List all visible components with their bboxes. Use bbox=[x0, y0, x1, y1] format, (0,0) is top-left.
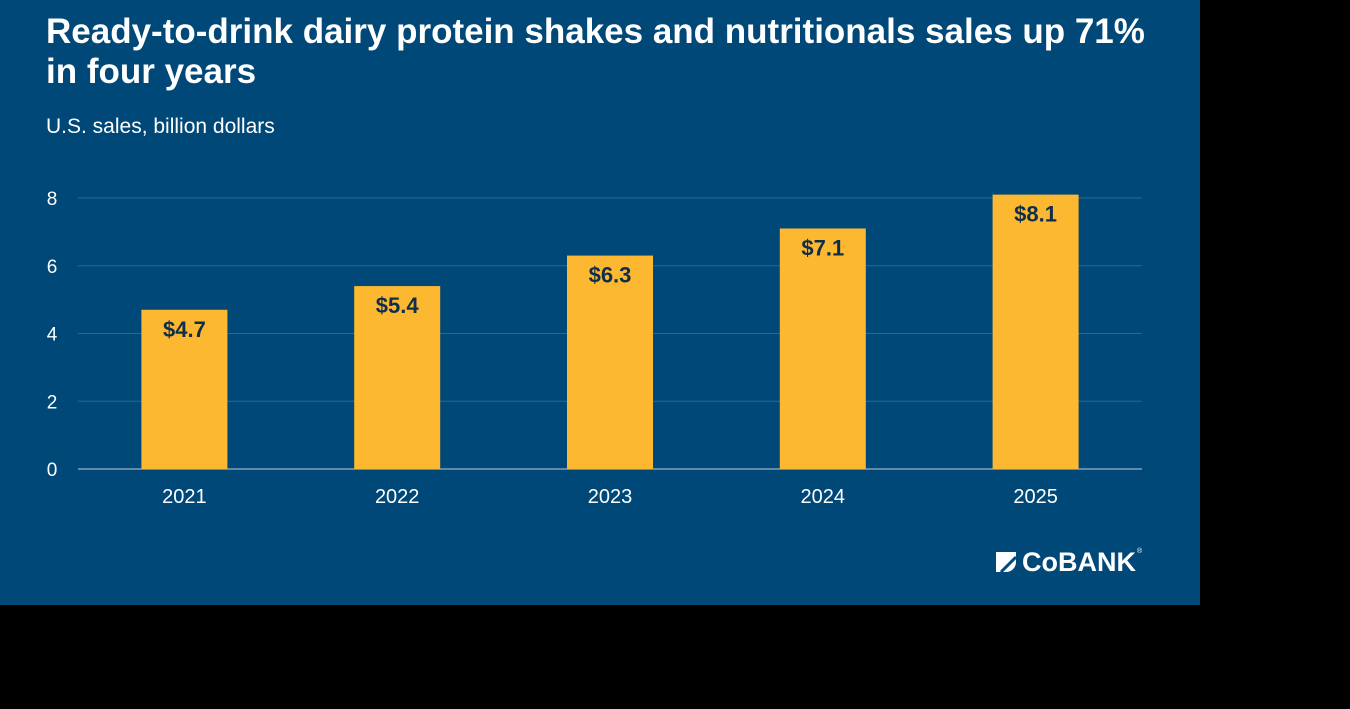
x-tick-label-2023: 2023 bbox=[588, 486, 633, 508]
data-label-2022: $5.4 bbox=[376, 293, 420, 318]
y-tick-label: 6 bbox=[47, 257, 58, 278]
data-label-2023: $6.3 bbox=[589, 263, 632, 288]
bar-2023 bbox=[567, 255, 653, 469]
chart-panel: Ready-to-drink dairy protein shakes and … bbox=[0, 0, 1200, 605]
chart-title: Ready-to-drink dairy protein shakes and … bbox=[46, 12, 1145, 91]
bar-2024 bbox=[779, 228, 866, 469]
cobank-logo: CoBANK ® bbox=[994, 546, 1143, 577]
data-label-2025: $8.1 bbox=[1014, 202, 1057, 227]
y-tick-label: 4 bbox=[47, 325, 58, 346]
bar-2021 bbox=[141, 309, 228, 469]
data-label-2024: $7.1 bbox=[801, 235, 844, 260]
x-tick-label-2024: 2024 bbox=[801, 486, 846, 508]
registered-mark: ® bbox=[1137, 548, 1143, 555]
chart-subtitle: U.S. sales, billion dollars bbox=[46, 115, 275, 138]
y-tick-label: 8 bbox=[47, 189, 58, 210]
cobank-logo-icon bbox=[996, 552, 1018, 574]
logo-wordmark: CoBANK bbox=[1022, 546, 1136, 577]
x-axis-ticks: 2021 2022 2023 2024 2025 bbox=[162, 486, 1058, 508]
y-tick-label: 0 bbox=[47, 460, 58, 481]
x-tick-label-2022: 2022 bbox=[375, 486, 420, 508]
bar-2022 bbox=[354, 286, 441, 469]
bars: $4.7 $5.4 $6.3 $7.1 $8.1 bbox=[141, 194, 1079, 470]
x-tick-label-2021: 2021 bbox=[162, 486, 207, 508]
y-axis-ticks: 0 2 4 6 8 bbox=[47, 189, 58, 481]
x-tick-label-2025: 2025 bbox=[1013, 486, 1058, 508]
y-tick-label: 2 bbox=[47, 392, 58, 413]
data-label-2021: $4.7 bbox=[163, 317, 206, 342]
bar-2025 bbox=[992, 194, 1079, 470]
